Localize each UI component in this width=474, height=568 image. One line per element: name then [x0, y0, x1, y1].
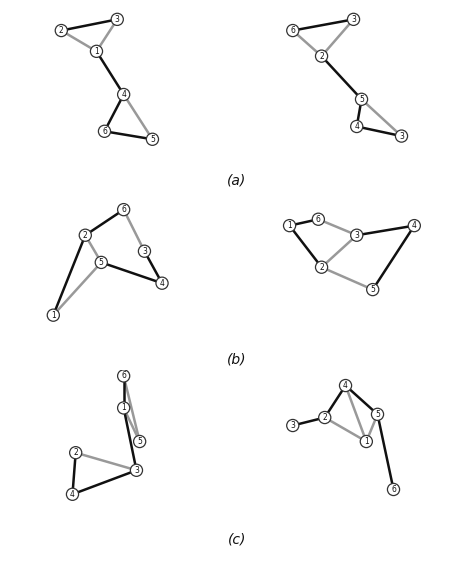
Circle shape	[47, 309, 59, 321]
Circle shape	[70, 446, 82, 459]
Text: 4: 4	[354, 122, 359, 131]
Text: 6: 6	[291, 26, 295, 35]
Text: 1: 1	[121, 403, 126, 412]
Circle shape	[55, 24, 67, 36]
Circle shape	[356, 93, 368, 106]
Circle shape	[156, 277, 168, 289]
Circle shape	[138, 245, 151, 257]
Circle shape	[130, 464, 143, 477]
Circle shape	[351, 120, 363, 132]
Text: 4: 4	[121, 90, 126, 99]
Circle shape	[287, 419, 299, 432]
Text: 5: 5	[375, 410, 380, 419]
Circle shape	[316, 50, 328, 62]
Text: 6: 6	[102, 127, 107, 136]
Circle shape	[146, 133, 158, 145]
Text: 5: 5	[359, 95, 364, 104]
Circle shape	[283, 220, 296, 232]
Text: 6: 6	[391, 485, 396, 494]
Text: 4: 4	[70, 490, 75, 499]
Text: 1: 1	[51, 311, 55, 320]
Text: 6: 6	[121, 371, 126, 381]
Text: 2: 2	[83, 231, 88, 240]
Circle shape	[319, 411, 331, 424]
Text: (c): (c)	[228, 532, 246, 546]
Text: (a): (a)	[228, 174, 246, 188]
Circle shape	[316, 261, 328, 273]
Circle shape	[287, 24, 299, 36]
Circle shape	[66, 488, 79, 500]
Text: 1: 1	[94, 47, 99, 56]
Circle shape	[372, 408, 383, 420]
Circle shape	[351, 229, 363, 241]
Text: 2: 2	[73, 448, 78, 457]
Text: 3: 3	[399, 132, 404, 141]
Text: 4: 4	[412, 221, 417, 230]
Text: 4: 4	[160, 279, 164, 288]
Circle shape	[367, 283, 379, 296]
Circle shape	[79, 229, 91, 241]
Text: 3: 3	[115, 15, 120, 24]
Text: 3: 3	[351, 15, 356, 24]
Text: 5: 5	[150, 135, 155, 144]
Text: 5: 5	[137, 437, 142, 446]
Text: 1: 1	[287, 221, 292, 230]
Circle shape	[134, 436, 146, 448]
Circle shape	[118, 370, 130, 382]
Circle shape	[312, 213, 324, 225]
Circle shape	[387, 483, 400, 495]
Circle shape	[111, 13, 123, 26]
Text: 3: 3	[134, 466, 139, 475]
Text: 3: 3	[142, 247, 147, 256]
Circle shape	[347, 13, 360, 26]
Text: 3: 3	[291, 421, 295, 430]
Circle shape	[118, 203, 130, 216]
Circle shape	[99, 125, 110, 137]
Text: 3: 3	[354, 231, 359, 240]
Circle shape	[95, 256, 107, 269]
Text: 4: 4	[343, 381, 348, 390]
Circle shape	[118, 402, 130, 414]
Circle shape	[408, 220, 420, 232]
Text: 6: 6	[121, 205, 126, 214]
Circle shape	[91, 45, 102, 57]
Text: 2: 2	[59, 26, 64, 35]
Text: 2: 2	[322, 413, 327, 422]
Text: 1: 1	[364, 437, 369, 446]
Circle shape	[339, 379, 352, 391]
Text: 5: 5	[99, 258, 104, 267]
Text: 5: 5	[370, 285, 375, 294]
Circle shape	[395, 130, 408, 142]
Circle shape	[360, 436, 373, 448]
Text: 2: 2	[319, 52, 324, 61]
Text: 2: 2	[319, 263, 324, 272]
Text: 6: 6	[316, 215, 321, 224]
Circle shape	[118, 89, 130, 101]
Text: (b): (b)	[227, 353, 247, 367]
